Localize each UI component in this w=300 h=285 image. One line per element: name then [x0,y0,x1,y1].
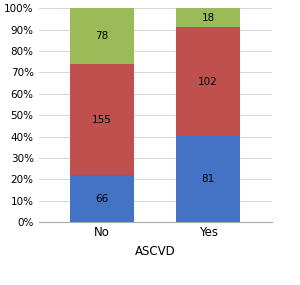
Bar [70,8,134,64]
Text: 102: 102 [198,77,218,87]
Bar [176,27,240,136]
Bar [70,64,134,175]
Bar [176,136,240,222]
Text: 18: 18 [201,13,215,23]
Bar [70,175,134,222]
X-axis label: ASCVD: ASCVD [135,245,176,258]
Text: 78: 78 [95,31,109,41]
Text: 155: 155 [92,115,112,125]
Bar [176,8,240,27]
Text: 66: 66 [95,194,109,204]
Text: 81: 81 [201,174,215,184]
